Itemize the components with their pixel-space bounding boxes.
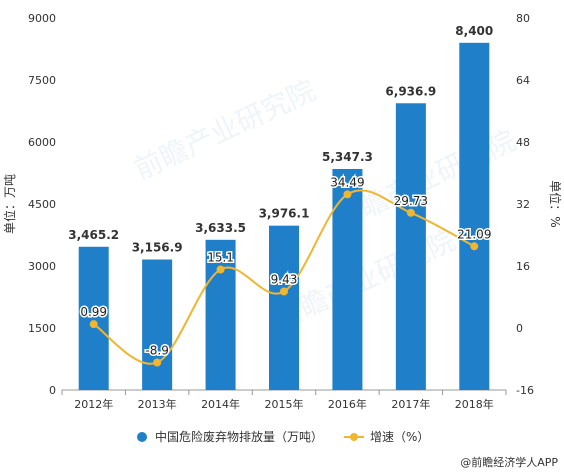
y-tick-label-right: 16 [516,260,530,273]
legend-line-label: 增速（%） [370,430,429,444]
bar [459,42,490,391]
legend-bar-label: 中国危险废弃物排放量（万吨） [155,429,323,444]
x-tick-label: 2016年 [328,397,367,411]
y-axis-title-right: 单位：% [548,180,563,227]
y-tick-label-left: 1500 [28,322,56,335]
x-tick-label: 2015年 [265,397,304,411]
growth-point [280,287,288,296]
x-tick-label: 2012年 [74,397,113,411]
line-series [89,189,479,367]
growth-value-label: 0.99 [80,305,107,319]
legend-line-marker [350,433,358,441]
growth-point [406,208,415,217]
x-tick-label: 2017年 [391,397,430,411]
bar-value-label: 3,976.1 [259,207,310,221]
y-tick-label-left: 0 [49,384,56,397]
bar-series [78,42,490,391]
y-tick-label-right: 48 [516,136,530,149]
data-labels: 3,465.2 3,156.9 3,633.5 3,976.1 5,347.3 6,936… [68,24,493,359]
bar-value-label: 8,400 [455,24,493,38]
bar [269,225,299,390]
growth-point [216,265,225,274]
growth-value-label: 34.49 [330,175,364,189]
watermark-text: 前瞻产业研究院 [129,74,321,187]
growth-point [89,320,98,329]
y-axis-title-left: 单位：万吨 [2,174,17,234]
y-tick-label-left: 9000 [28,12,56,25]
y-tick-label-right: 32 [516,198,530,211]
y-tick-label-left: 6000 [28,136,56,149]
y-tick-label-right: 0 [516,322,523,335]
y-tick-label-left: 3000 [28,260,56,273]
bar [395,103,426,390]
y-tick-label-right: -16 [516,384,534,397]
x-tick-label: 2018年 [455,397,494,411]
growth-value-label: -8.9 [145,343,168,357]
bar-value-label: 3,465.2 [68,228,119,242]
y-tick-label-right: 64 [516,74,530,87]
growth-point [470,242,479,251]
source-text: @前瞻经济学人APP [460,455,558,469]
legend: 中国危险废弃物排放量（万吨） 增速（%） [137,429,429,444]
y-tick-label-left: 4500 [28,198,56,211]
bar-value-label: 3,156.9 [132,241,183,255]
bar-value-label: 3,633.5 [195,221,246,235]
x-tick-label: 2014年 [201,397,240,411]
growth-value-label: 9.43 [271,272,298,286]
growth-value-label: 15.1 [207,250,234,264]
y-tick-label-right: 80 [516,12,530,25]
axes: 0 1500 3000 4500 6000 7500 9000 -16 0 16 32 48 64 80 2… [2,12,563,411]
bar [142,259,173,390]
x-tick-label: 2013年 [138,397,177,411]
bar-value-label: 6,936.9 [385,84,436,98]
bar [332,168,363,390]
y-tick-label-left: 7500 [28,74,56,87]
growth-value-label: 21.09 [457,227,491,241]
growth-value-label: 29.73 [394,194,428,208]
bar [78,246,109,390]
bar [205,239,236,390]
legend-bar-swatch [137,432,147,442]
growth-point [153,358,162,367]
bar-value-label: 5,347.3 [322,150,373,164]
growth-point [343,190,352,199]
